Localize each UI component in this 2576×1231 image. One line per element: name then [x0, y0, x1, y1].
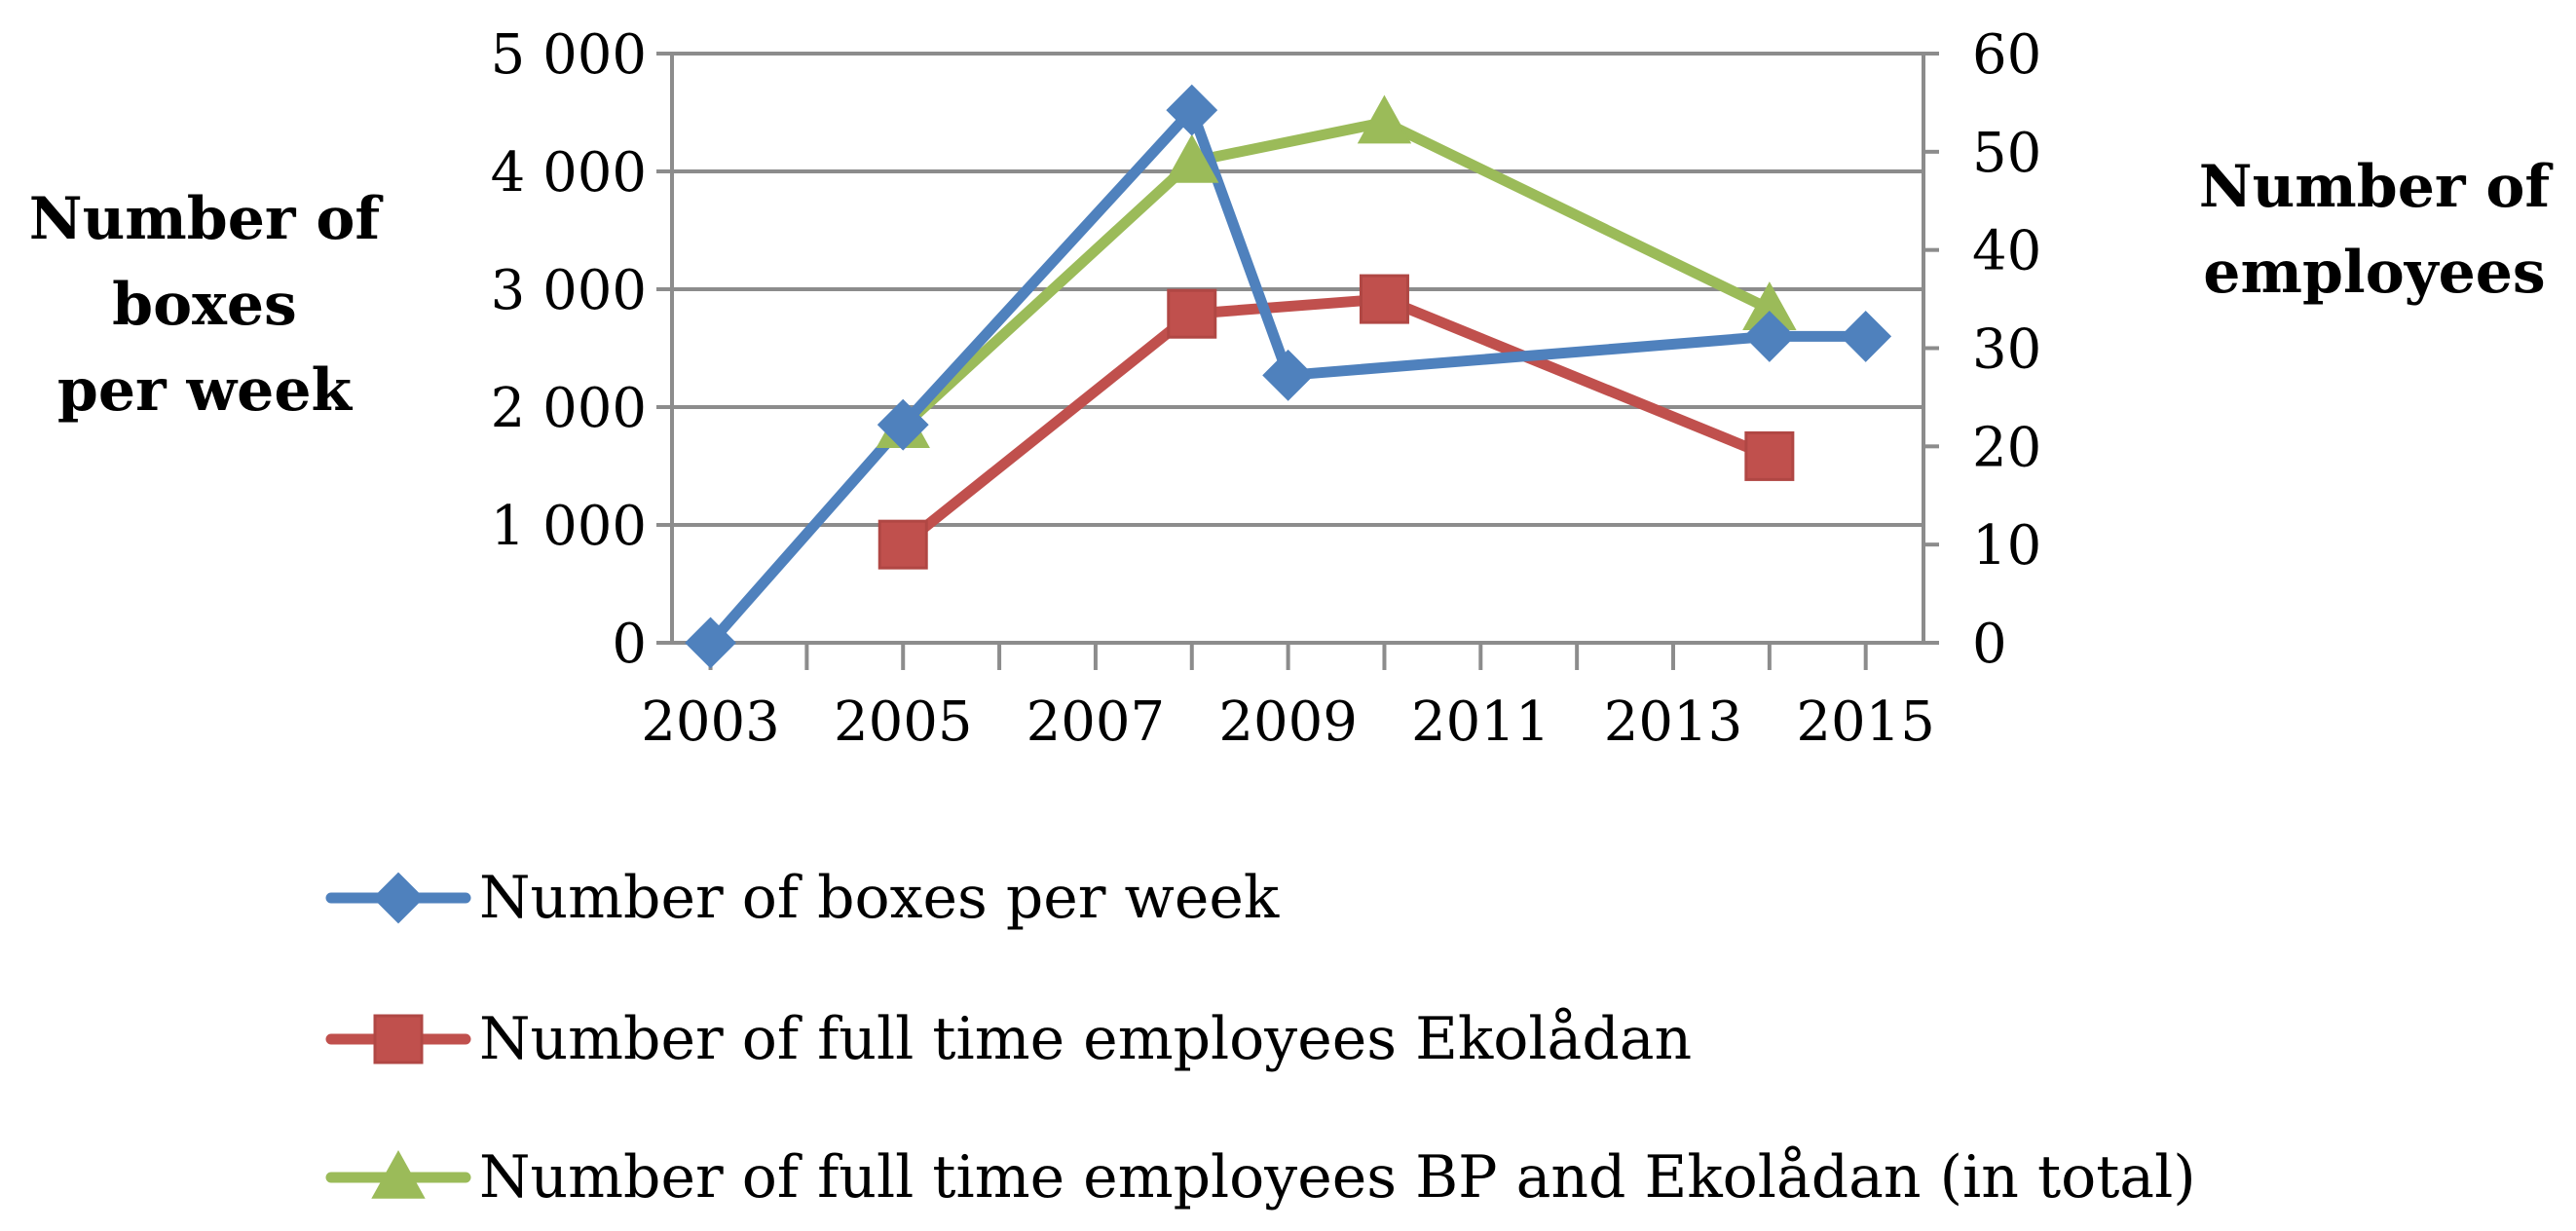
markers-layer: [685, 84, 1892, 669]
series-line-square: [897, 293, 1775, 550]
legend-marker-square: [373, 1014, 424, 1064]
legend: Number of boxes per week Number of full t…: [325, 864, 2196, 1212]
data-point-diamond: [1743, 310, 1796, 362]
data-point-diamond: [1262, 349, 1315, 401]
data-point-diamond: [685, 616, 736, 669]
axis-titles: Number of boxes per week Number of employees: [29, 153, 2555, 425]
data-point-square: [1359, 274, 1409, 324]
y-left-tick-label: 3 000: [491, 259, 647, 322]
series-line-triangle: [897, 117, 1775, 432]
y-right-tick-label: 30: [1972, 318, 2041, 382]
data-point-triangle: [1357, 94, 1412, 144]
tick-labels: 0 1 000 2 000 3 000 4 000 5 000 0 10 20 30 40 50 60 2…: [491, 23, 2042, 754]
legend-marker-diamond: [372, 872, 425, 924]
x-tick-label: 2007: [1027, 690, 1166, 754]
data-point-triangle: [1165, 133, 1219, 183]
y-axis-right-title: Number of employees: [2199, 153, 2555, 307]
legend-label: Number of full time employees Ekolådan: [479, 1005, 1692, 1073]
legend-label: Number of full time employees BP and Eko…: [479, 1143, 2196, 1212]
y-right-tick-label: 50: [1972, 122, 2041, 185]
y-right-tick-label: 40: [1972, 220, 2041, 283]
y-axis-left-title-line: Number of: [29, 185, 385, 253]
legend-marker-triangle: [371, 1149, 426, 1199]
y-left-tick-label: 0: [612, 613, 647, 676]
y-axis-left-title-line: per week: [57, 356, 354, 425]
data-point-square: [1744, 430, 1795, 481]
y-axis-left-title-line: boxes: [112, 271, 297, 339]
x-tick-label: 2003: [641, 690, 780, 754]
data-point-diamond: [1166, 84, 1218, 136]
y-axis-right-title-line: employees: [2203, 239, 2545, 307]
y-right-tick-label: 10: [1972, 514, 2041, 578]
x-tick-label: 2005: [834, 690, 973, 754]
y-left-tick-label: 1 000: [491, 495, 647, 558]
x-tick-label: 2015: [1796, 690, 1935, 754]
data-point-square: [1167, 288, 1217, 339]
y-left-tick-label: 2 000: [491, 377, 647, 440]
x-tick-label: 2013: [1604, 690, 1743, 754]
axes: [656, 52, 1939, 670]
y-right-tick-label: 20: [1972, 416, 2041, 479]
y-axis-left-title: Number of boxes per week: [29, 185, 385, 425]
data-point-diamond: [1840, 310, 1892, 362]
gridlines: [672, 52, 1923, 527]
data-point-square: [877, 519, 928, 570]
y-left-tick-label: 5 000: [491, 23, 647, 87]
y-left-tick-label: 4 000: [491, 141, 647, 205]
y-right-tick-label: 0: [1972, 613, 2007, 676]
data-point-diamond: [877, 398, 929, 451]
y-axis-right-title-line: Number of: [2199, 153, 2555, 221]
x-tick-label: 2009: [1218, 690, 1358, 754]
legend-label: Number of boxes per week: [479, 864, 1280, 932]
y-right-tick-label: 60: [1972, 23, 2041, 87]
x-tick-label: 2011: [1411, 690, 1550, 754]
